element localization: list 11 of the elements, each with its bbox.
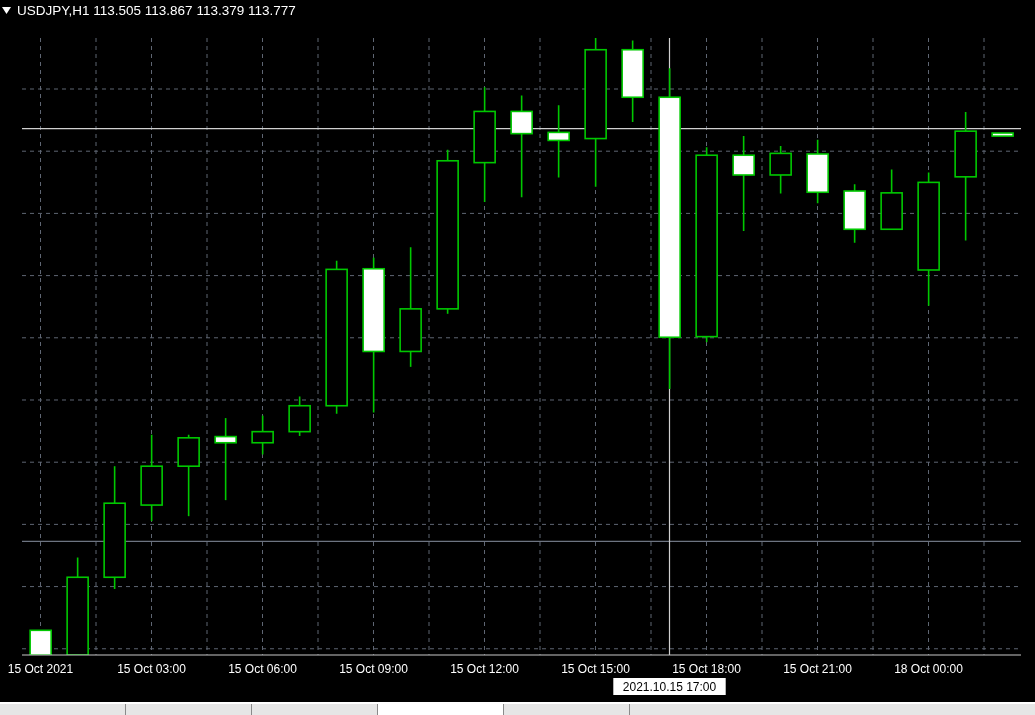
x-tick-label: 15 Oct 09:00 xyxy=(339,662,409,676)
x-tick-label: 15 Oct 15:00 xyxy=(561,662,631,676)
x-tick-label: 15 Oct 12:00 xyxy=(450,662,520,676)
chart-title: USDJPY,H1 113.505 113.867 113.379 113.777 xyxy=(17,3,296,18)
x-tick-label: 18 Oct 00:00 xyxy=(894,662,964,676)
x-tick-label: 15 Oct 21:00 xyxy=(783,662,853,676)
x-tick-label: 15 Oct 03:00 xyxy=(117,662,187,676)
x-tick-label: 15 Oct 2021 xyxy=(7,662,74,676)
x-tick-label: 15 Oct 06:00 xyxy=(228,662,298,676)
x-tick-label: 15 Oct 18:00 xyxy=(672,662,742,676)
x-tick-label: 2021.10.15 17:00 xyxy=(622,680,717,694)
